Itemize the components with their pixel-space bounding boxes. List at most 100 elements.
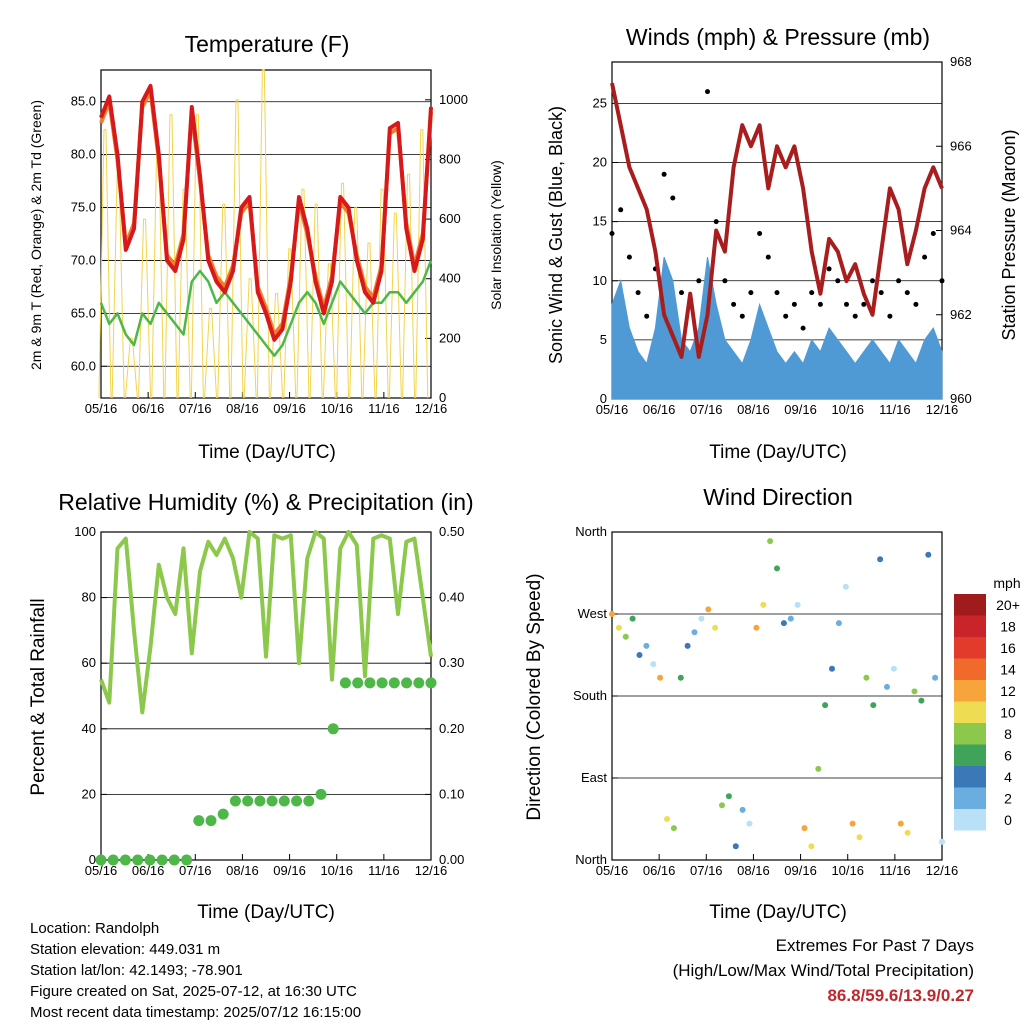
temperature-y2tick-label: 400	[439, 271, 461, 286]
gust-point	[748, 290, 754, 296]
temperature-y2tick-label: 800	[439, 151, 461, 166]
latlon-text: Station lat/lon: 42.1493; -78.901	[30, 962, 243, 979]
precip-point	[352, 677, 364, 689]
gust-point	[896, 278, 902, 284]
direction-point	[787, 615, 794, 622]
precip-point	[144, 854, 156, 866]
precip-point	[193, 815, 205, 827]
gust-point	[939, 278, 945, 284]
gust-point	[635, 290, 641, 296]
direction-point	[677, 674, 684, 681]
precip-point	[205, 815, 217, 827]
precip-point	[413, 677, 425, 689]
winds-xtick-label: 11/16	[879, 402, 911, 417]
direction-point	[863, 674, 870, 681]
legend-label: 6	[1004, 747, 1012, 763]
direction-point	[829, 665, 835, 672]
temperature-dewpoint-line	[99, 260, 433, 357]
legend-label: 20+	[996, 597, 1020, 613]
humidity-xtick-label: 11/16	[368, 863, 400, 878]
precip-point	[254, 795, 266, 807]
temperature-frame	[100, 69, 432, 399]
winds-y2tick-label: 966	[950, 138, 972, 153]
solar-spike	[349, 206, 363, 399]
humidity-xtick-label: 07/16	[179, 863, 212, 878]
humidity-ytick-label: 100	[74, 524, 96, 539]
solar-spike	[204, 308, 218, 399]
gust-point	[852, 313, 858, 319]
precip-point	[132, 854, 144, 866]
winds-y2tick-label: 962	[950, 307, 972, 322]
direction-point	[801, 825, 808, 832]
location-text: Location: Randolph	[30, 920, 160, 937]
winds-xtick-label: 07/16	[690, 402, 723, 417]
direction-point	[877, 556, 884, 563]
gust-point	[765, 254, 771, 260]
direction-point	[684, 642, 691, 649]
created-text: Figure created on Sat, 2025-07-12, at 16…	[30, 983, 357, 1000]
gust-point	[922, 254, 928, 260]
direction-point	[622, 633, 629, 640]
direction-xtick-label: 05/16	[596, 863, 629, 878]
direction-point	[629, 615, 636, 622]
gust-point	[774, 290, 780, 296]
solar-spike	[375, 188, 389, 399]
precip-point	[95, 854, 107, 866]
gust-point	[791, 301, 797, 307]
humidity-y2tick-label: 0.20	[439, 721, 464, 736]
direction-point	[890, 665, 897, 672]
temperature-xtick-label: 11/16	[368, 401, 400, 416]
direction-point	[911, 688, 918, 695]
humidity-y2tick-label: 0.40	[439, 590, 464, 605]
direction-point	[918, 697, 925, 704]
legend-swatch	[954, 766, 986, 788]
humidity-ytick-label: 20	[82, 786, 96, 801]
direction-point	[842, 583, 849, 590]
temperature-xtick-label: 05/16	[85, 401, 118, 416]
temperature-temp_2m-line	[99, 83, 433, 342]
temperature-ytick-label: 70.0	[71, 252, 96, 267]
temperature-y2tick-label: 600	[439, 211, 461, 226]
winds-xtick-label: 06/16	[643, 402, 676, 417]
solar-spike	[283, 248, 297, 399]
humidity-ytick-label: 40	[82, 721, 96, 736]
winds-ytick-label: 5	[600, 332, 607, 347]
direction-point	[822, 702, 829, 709]
temperature-y2label: Solar Insolation (Yellow)	[488, 160, 504, 310]
direction-point	[664, 816, 670, 822]
legend-swatch	[954, 637, 986, 659]
gust-point	[904, 290, 910, 296]
humidity-xlabel: Time (Day/UTC)	[197, 902, 335, 923]
gust-point	[670, 195, 676, 201]
precip-point	[242, 795, 254, 807]
winds-y2label: Station Pressure (Maroon)	[999, 129, 1019, 340]
temperature-y2tick-label: 200	[439, 330, 461, 345]
legend-label: 2	[1004, 790, 1012, 806]
winds-xtick-label: 05/16	[596, 402, 629, 417]
temperature-y2tick-label: 0	[439, 390, 446, 405]
temperature-ytick-label: 80.0	[71, 147, 96, 162]
humidity-xtick-label: 06/16	[132, 863, 165, 878]
direction-point	[794, 601, 801, 608]
temperature-xtick-label: 07/16	[179, 401, 212, 416]
legend-swatch	[954, 744, 986, 766]
winds-ytick-label: 0	[600, 391, 607, 406]
gust-point	[609, 231, 615, 236]
solar-spike	[256, 69, 270, 399]
gust-point	[844, 301, 849, 307]
legend-label: 12	[1000, 683, 1016, 699]
temperature-y2tick-label: 1000	[439, 92, 468, 107]
temperature-ytick-label: 75.0	[71, 200, 96, 215]
gust-point	[626, 254, 632, 260]
direction-point	[925, 551, 932, 558]
legend-swatch	[954, 615, 986, 637]
direction-point	[698, 615, 705, 622]
gust-point	[861, 301, 867, 307]
extremes-title: Extremes For Past 7 Days	[775, 936, 974, 955]
winds-xtick-label: 08/16	[737, 402, 770, 417]
temperature-ytick-label: 60.0	[71, 358, 96, 373]
direction-point	[712, 624, 719, 631]
precip-point	[376, 677, 388, 689]
humidity-line	[99, 530, 433, 715]
